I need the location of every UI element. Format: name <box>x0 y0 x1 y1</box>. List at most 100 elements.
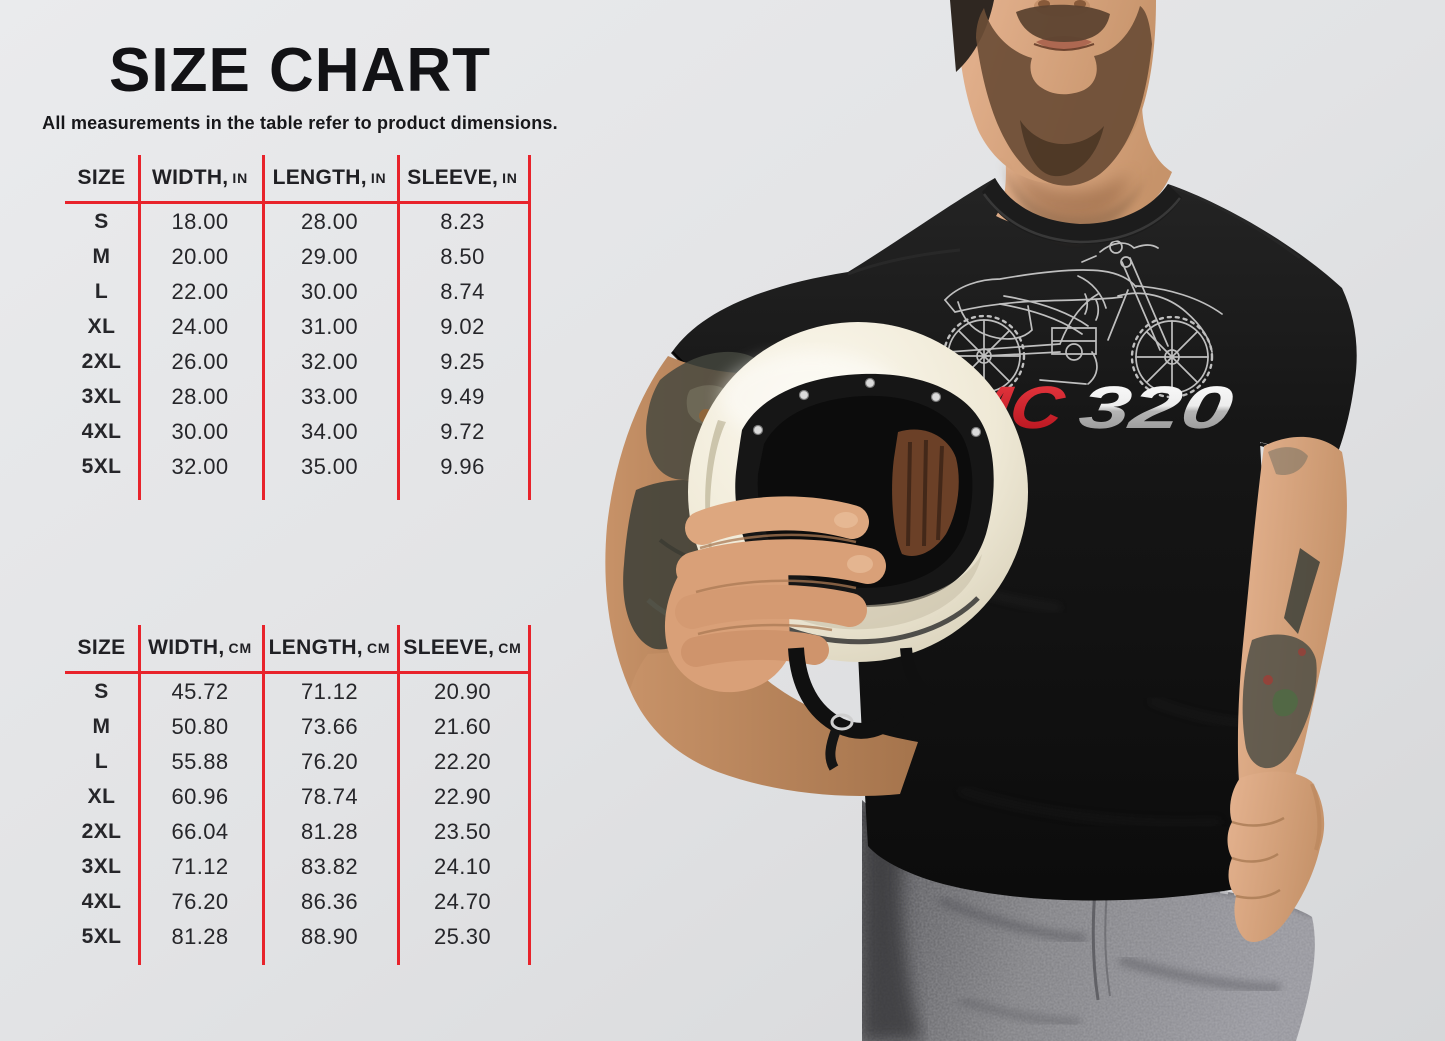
column-header: SLEEVE, CM <box>403 636 522 659</box>
value-cell: 8.23 <box>440 208 485 234</box>
value-cell: 9.02 <box>440 313 485 339</box>
table-row: XL 60.96 78.74 22.90 <box>65 779 531 814</box>
size-cell: XL <box>87 314 116 338</box>
table-row: S 18.00 28.00 8.23 <box>65 204 531 239</box>
size-cell: M <box>92 714 111 738</box>
shirt-brand-suffix: 320 <box>1075 373 1238 441</box>
size-cell: S <box>94 209 109 233</box>
table-divider <box>397 625 400 965</box>
value-cell: 45.72 <box>171 678 229 704</box>
table-divider <box>262 155 265 500</box>
value-cell: 20.00 <box>171 243 229 269</box>
size-table-cm: SIZE WIDTH, CM LENGTH, CM SLEEVE, CM S 45.72 71.… <box>65 625 531 965</box>
value-cell: 9.25 <box>440 348 485 374</box>
value-cell: 18.00 <box>171 208 229 234</box>
value-cell: 71.12 <box>300 678 359 704</box>
size-cell: L <box>94 279 109 303</box>
table-row: L 55.88 76.20 22.20 <box>65 744 531 779</box>
value-cell: 78.74 <box>300 783 359 809</box>
size-cell: L <box>94 749 109 773</box>
table-row: L 22.00 30.00 8.74 <box>65 274 531 309</box>
value-cell: 24.00 <box>171 313 229 339</box>
value-cell: 9.96 <box>440 453 485 479</box>
column-header: WIDTH, IN <box>151 166 249 189</box>
table-row: 3XL 28.00 33.00 9.49 <box>65 379 531 414</box>
value-cell: 23.50 <box>433 818 492 844</box>
size-cell: S <box>94 679 109 703</box>
value-cell: 24.10 <box>433 853 492 879</box>
table-header-row: SIZE WIDTH, IN LENGTH, IN SLEEVE, IN <box>65 155 531 201</box>
table-row: 5XL 81.28 88.90 25.30 <box>65 919 531 954</box>
size-cell: 5XL <box>81 924 122 948</box>
value-cell: 26.00 <box>171 348 229 374</box>
table-row: S 45.72 71.12 20.90 <box>65 674 531 709</box>
value-cell: 22.20 <box>433 748 492 774</box>
right-forearm-tattoo <box>1242 447 1320 769</box>
page-subtitle: All measurements in the table refer to p… <box>42 113 558 134</box>
size-cell: 3XL <box>81 854 122 878</box>
column-header: LENGTH, IN <box>272 166 387 189</box>
table-row: XL 24.00 31.00 9.02 <box>65 309 531 344</box>
value-cell: 9.72 <box>440 418 485 444</box>
column-header: SLEEVE, IN <box>407 166 518 189</box>
helmet-strap <box>788 647 943 771</box>
value-cell: 9.49 <box>440 383 485 409</box>
size-cell: XL <box>87 784 116 808</box>
value-cell: 31.00 <box>300 313 359 339</box>
value-cell: 50.80 <box>171 713 229 739</box>
size-cell: 4XL <box>81 419 122 443</box>
helmet-rivets <box>752 377 982 438</box>
size-cell: 2XL <box>81 819 122 843</box>
table-row: 3XL 71.12 83.82 24.10 <box>65 849 531 884</box>
size-cell: M <box>92 244 111 268</box>
value-cell: 55.88 <box>171 748 229 774</box>
chart-header: SIZE CHART All measurements in the table… <box>30 38 570 134</box>
table-header-row: SIZE WIDTH, CM LENGTH, CM SLEEVE, CM <box>65 625 531 671</box>
value-cell: 22.90 <box>433 783 492 809</box>
value-cell: 28.00 <box>171 383 229 409</box>
value-cell: 25.30 <box>433 923 492 949</box>
value-cell: 22.00 <box>171 278 229 304</box>
value-cell: 24.70 <box>433 888 492 914</box>
value-cell: 81.28 <box>171 923 229 949</box>
table-row: 5XL 32.00 35.00 9.96 <box>65 449 531 484</box>
column-header: LENGTH, CM <box>268 636 391 659</box>
column-header: SIZE <box>77 636 126 659</box>
value-cell: 8.74 <box>440 278 485 304</box>
value-cell: 20.90 <box>433 678 492 704</box>
value-cell: 76.20 <box>300 748 359 774</box>
value-cell: 33.00 <box>300 383 359 409</box>
value-cell: 32.00 <box>300 348 359 374</box>
column-header: WIDTH, CM <box>148 636 252 659</box>
value-cell: 34.00 <box>300 418 359 444</box>
table-body: S 45.72 71.12 20.90 M 50.80 73.66 21.60 L 55.88 76… <box>65 674 531 954</box>
table-divider <box>262 625 265 965</box>
right-arm <box>1227 436 1347 942</box>
size-cell: 4XL <box>81 889 122 913</box>
motorcycle-line-art <box>942 240 1223 399</box>
value-cell: 88.90 <box>300 923 359 949</box>
page-title: SIZE CHART <box>109 36 491 105</box>
table-body: S 18.00 28.00 8.23 M 20.00 29.00 8.50 L 22.00 30.0… <box>65 204 531 484</box>
value-cell: 28.00 <box>300 208 359 234</box>
table-header-divider <box>65 201 531 204</box>
value-cell: 8.50 <box>440 243 485 269</box>
value-cell: 29.00 <box>300 243 359 269</box>
table-divider <box>397 155 400 500</box>
table-divider <box>528 155 531 500</box>
table-row: M 20.00 29.00 8.50 <box>65 239 531 274</box>
value-cell: 30.00 <box>300 278 359 304</box>
table-row: M 50.80 73.66 21.60 <box>65 709 531 744</box>
value-cell: 71.12 <box>171 853 229 879</box>
value-cell: 73.66 <box>300 713 359 739</box>
value-cell: 86.36 <box>300 888 359 914</box>
table-row: 2XL 26.00 32.00 9.25 <box>65 344 531 379</box>
value-cell: 76.20 <box>171 888 229 914</box>
value-cell: 60.96 <box>171 783 229 809</box>
table-divider <box>528 625 531 965</box>
size-cell: 3XL <box>81 384 122 408</box>
value-cell: 81.28 <box>300 818 359 844</box>
size-cell: 2XL <box>81 349 122 373</box>
